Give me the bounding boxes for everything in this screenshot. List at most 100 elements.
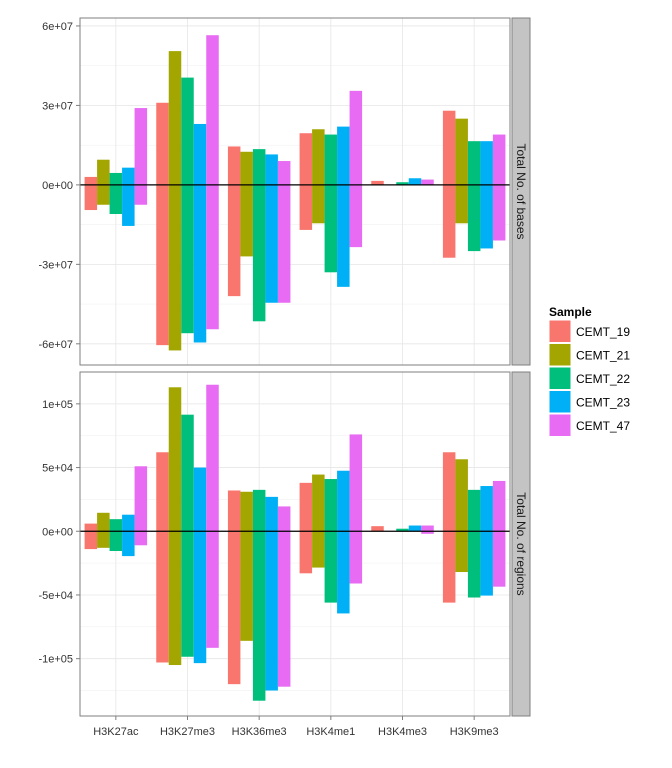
legend-label: CEMT_19 [576,325,630,339]
bar-positive [168,51,182,185]
legend-label: CEMT_23 [576,395,630,409]
bar-negative [277,184,291,303]
x-tick-label: H3K36me3 [232,726,287,738]
legend-title: Sample [549,305,592,319]
bar-positive [349,434,363,532]
bar-positive [277,161,291,185]
panel-background [80,18,510,365]
bar-positive [227,490,241,532]
bar-positive [455,459,468,532]
bar-negative [467,184,481,252]
legend-key [548,390,572,414]
bar-negative [442,531,456,603]
bar-positive [337,470,350,532]
legend-key [548,413,572,437]
bar-negative [442,184,456,258]
facet-strip [511,371,531,717]
bar-negative [240,184,253,257]
bar-positive [265,496,278,532]
y-tick-label: 6e+07 [42,21,73,33]
bar-negative [122,184,135,226]
bar-negative [349,184,363,248]
bar-negative [122,531,135,557]
bar-positive [299,133,313,185]
bar-positive [396,182,409,185]
legend-key [548,366,572,390]
bar-positive [312,129,325,185]
bar-negative [312,184,325,224]
y-tick-label: -3e+07 [38,259,73,271]
bar-negative [97,531,110,548]
bar-positive [492,480,506,532]
bar-positive [134,466,148,532]
bar-positive [492,134,506,185]
bar-negative [265,184,278,303]
bar-negative [193,184,207,343]
y-tick-label: 0e+00 [42,180,73,192]
legend-label: CEMT_22 [576,372,630,386]
bar-positive [122,167,135,185]
bar-positive [227,146,241,185]
bar-positive [109,172,123,185]
x-tick-label: H3K9me3 [450,726,499,738]
bar-negative [252,184,266,322]
bar-negative [227,184,241,297]
bar-positive [156,452,169,532]
bar-positive [324,479,338,532]
bar-positive [421,525,434,532]
bar-negative [421,531,434,534]
bar-negative [240,531,253,641]
y-tick-label: -5e+04 [38,590,73,602]
bar-negative [206,531,219,648]
bar-negative [312,531,325,568]
bar-negative [227,531,241,685]
legend-label: CEMT_21 [576,348,630,362]
bar-positive [109,519,123,532]
bar-positive [97,159,110,185]
bar-negative [324,184,338,273]
bar-positive [97,512,110,532]
bar-negative [277,531,291,687]
bar-positive [181,414,194,532]
bar-negative [109,531,123,552]
bar-negative [134,531,148,546]
y-tick-label: 3e+07 [42,100,73,112]
panel-border [79,17,511,366]
bar-negative [168,531,182,666]
bar-positive [467,141,481,185]
bar-negative [181,184,194,334]
bar-negative [467,531,481,598]
legend-key [548,319,572,343]
bar-positive [396,528,409,532]
bar-positive [442,110,456,185]
bar-positive [252,149,266,185]
bar-positive [371,180,384,185]
bar-positive [324,134,338,185]
bar-negative [97,184,110,205]
bar-negative [337,531,350,614]
y-tick-label: 5e+04 [42,463,73,475]
bar-positive [122,514,135,532]
x-tick-label: H3K4me1 [306,726,355,738]
bar-positive [168,387,182,532]
bar-positive [240,151,253,185]
bar-negative [455,531,468,573]
bar-negative [492,531,506,587]
bar-positive [408,525,422,532]
y-tick-label: 0e+00 [42,526,73,538]
x-tick-label: H3K27me3 [160,726,215,738]
bar-negative [324,531,338,603]
facet-strip-label: Total No. of bases [514,143,528,239]
bar-negative [206,184,219,330]
bar-negative [492,184,506,241]
legend-key [548,343,572,367]
y-tick-label: -6e+07 [38,339,73,351]
bar-negative [337,184,350,287]
bar-positive [252,489,266,532]
bar-positive [193,467,207,532]
bar-negative [84,184,98,211]
bar-positive [84,523,98,532]
bar-negative [109,184,123,215]
legend-label: CEMT_47 [576,419,630,433]
